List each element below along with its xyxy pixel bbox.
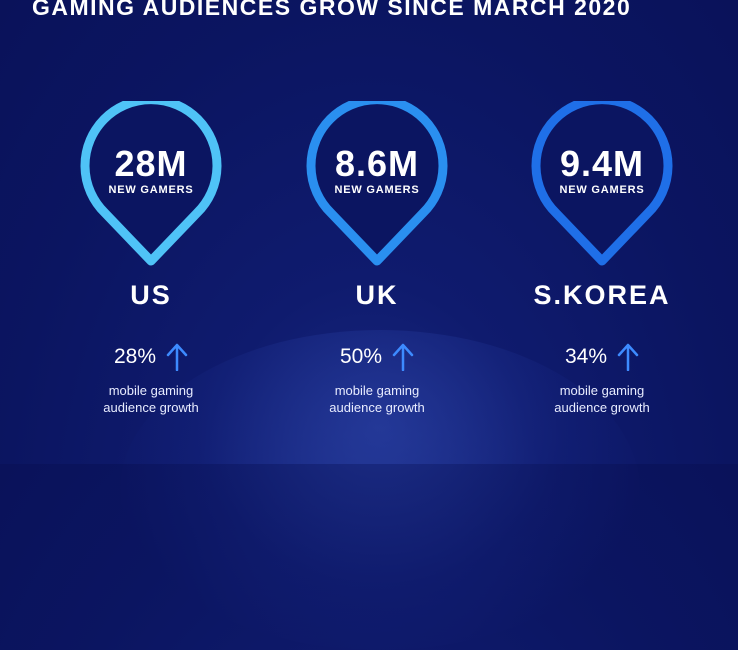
country-name: US xyxy=(130,280,172,310)
growth-description: mobile gaming audience growth xyxy=(42,382,260,416)
market-card-skorea: 9.4M NEW GAMERS S.KOREA 34% mobile gamin… xyxy=(493,0,713,464)
new-gamers-label: NEW GAMERS xyxy=(559,184,645,196)
growth-percent: 28% xyxy=(113,345,157,368)
page-title: GAMING AUDIENCES GROW SINCE MARCH 2020 xyxy=(32,0,632,20)
growth-row: 50% xyxy=(268,343,486,371)
new-gamers-label: NEW GAMERS xyxy=(108,184,194,196)
growth-description-line1: mobile gaming xyxy=(334,383,420,398)
up-arrow-icon xyxy=(166,343,188,371)
growth-description: mobile gaming audience growth xyxy=(493,382,711,416)
map-pin-icon xyxy=(292,101,462,266)
market-card-uk: 8.6M NEW GAMERS UK 50% mobile gaming aud… xyxy=(268,0,488,464)
growth-description-line1: mobile gaming xyxy=(559,383,645,398)
growth-description-line2: audience growth xyxy=(103,400,199,415)
new-gamers-value: 28M xyxy=(114,143,188,184)
map-pin-icon xyxy=(66,101,236,266)
up-arrow-icon xyxy=(392,343,414,371)
growth-description-line1: mobile gaming xyxy=(108,383,194,398)
growth-row: 28% xyxy=(42,343,260,371)
country-name: UK xyxy=(355,280,399,310)
growth-description-line2: audience growth xyxy=(554,400,650,415)
map-pin-icon xyxy=(517,101,687,266)
country-name: S.KOREA xyxy=(533,280,671,310)
growth-percent: 34% xyxy=(564,345,608,368)
market-card-us: 28M NEW GAMERS US 28% mobile gaming audi… xyxy=(42,0,262,464)
growth-description-line2: audience growth xyxy=(329,400,425,415)
new-gamers-value: 8.6M xyxy=(334,143,420,184)
growth-row: 34% xyxy=(493,343,711,371)
up-arrow-icon xyxy=(617,343,639,371)
new-gamers-label: NEW GAMERS xyxy=(334,184,420,196)
growth-description: mobile gaming audience growth xyxy=(268,382,486,416)
new-gamers-value: 9.4M xyxy=(559,143,645,184)
growth-percent: 50% xyxy=(339,345,383,368)
